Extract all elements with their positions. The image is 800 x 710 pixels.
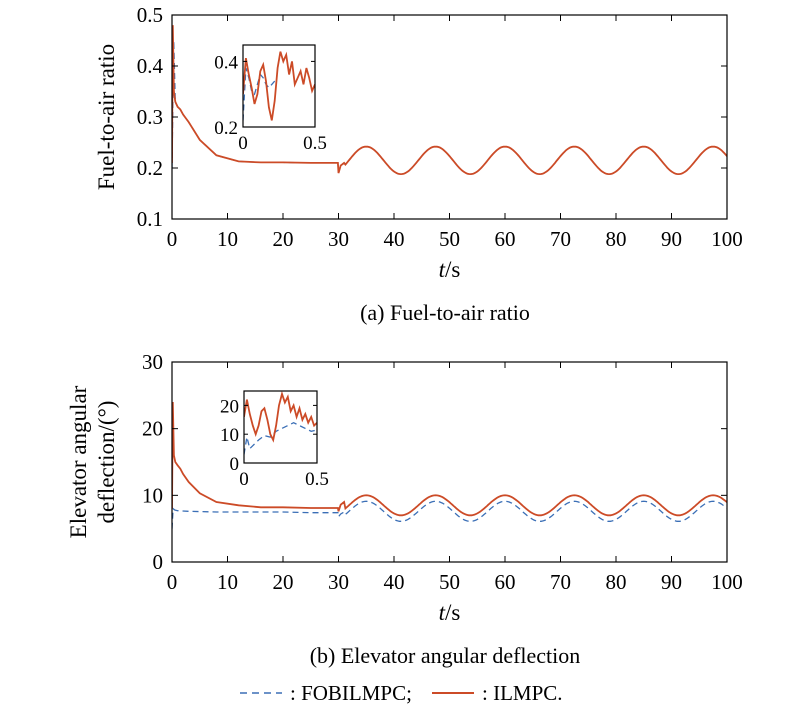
x-axis-label: t/s [439, 257, 461, 282]
x-tick-label: 50 [439, 570, 460, 594]
x-tick-label: 60 [495, 227, 516, 251]
panel-fuel-to-air-ratio: 0 10 20 30 40 50 60 70 80 90 100 0.1 0.2 0.3 0.4 0.5 t/s… [94, 3, 743, 282]
y-axis-label-line: Elevator angular [66, 385, 91, 538]
x-tick-label: 100 [711, 570, 743, 594]
x-tick-label: 90 [661, 570, 682, 594]
series-group [243, 51, 315, 121]
series-line-ilmpc [172, 401, 727, 517]
series-line-ilmpc [172, 25, 727, 176]
plot-frame [242, 44, 316, 128]
caption-a: (a) Fuel-to-air ratio [360, 300, 530, 325]
x-tick-label: 60 [495, 570, 516, 594]
y-tick-label: 0.1 [137, 207, 163, 231]
y-tick-label: 10 [142, 483, 163, 507]
x-tick-label: 10 [217, 570, 238, 594]
x-tick-label: 0 [238, 133, 248, 154]
caption-b: (b) Elevator angular deflection [310, 643, 581, 668]
x-axis-label-var: t [439, 257, 446, 282]
y-tick-label: 0.4 [214, 52, 238, 73]
x-tick-label: 50 [439, 227, 460, 251]
y-tick-label: 20 [142, 417, 163, 441]
x-axis-label-unit: /s [445, 257, 460, 282]
x-tick-label: 0.5 [303, 133, 327, 154]
y-axis-label-line: deflection/(°) [94, 401, 119, 524]
x-tick-label: 0.5 [305, 469, 329, 490]
panel-elevator-deflection: 0 10 20 30 40 50 60 70 80 90 1000102030t/sElevator… [66, 350, 743, 625]
y-tick-label: 10 [220, 425, 239, 446]
y-tick-label: 0.4 [137, 54, 164, 78]
y-tick-label: 0.5 [137, 3, 163, 27]
x-tick-label: 70 [550, 570, 571, 594]
series-line-fobilmpc [244, 421, 317, 455]
series-group [172, 401, 727, 529]
x-tick-label: 80 [606, 227, 627, 251]
inset-zoom: 0 0.5 0.2 0.4 [214, 44, 327, 154]
inset-zoom: 0 0.5 0 10 20 [220, 390, 329, 490]
y-axis-label: Fuel-to-air ratio [94, 44, 119, 190]
y-tick-label: 0.2 [137, 156, 163, 180]
legend: : FOBILMPC; : ILMPC. [240, 681, 563, 705]
x-tick-label: 30 [328, 570, 349, 594]
x-tick-label: 0 [167, 570, 178, 594]
series-line-ilmpc [244, 391, 317, 443]
x-tick-label: 100 [711, 227, 743, 251]
x-tick-label: 0 [167, 227, 178, 251]
series-line-fobilmpc [172, 500, 727, 529]
x-tick-label: 10 [217, 227, 238, 251]
x-tick-label: 0 [239, 469, 249, 490]
plot-frame [243, 390, 318, 464]
x-axis-label: t/s [439, 600, 461, 625]
x-tick-label: 20 [273, 227, 294, 251]
series-line-ilmpc [243, 51, 315, 121]
y-tick-label: 0 [230, 454, 240, 475]
y-tick-label: 0.2 [214, 118, 238, 139]
x-tick-label: 40 [384, 227, 405, 251]
y-tick-label: 20 [220, 396, 239, 417]
x-tick-label: 20 [273, 570, 294, 594]
legend-fobilmpc-label: : FOBILMPC; [290, 681, 412, 705]
y-tick-label: 0.3 [137, 105, 163, 129]
legend-ilmpc-label: : ILMPC. [482, 681, 563, 705]
x-tick-label: 80 [606, 570, 627, 594]
x-tick-label: 40 [384, 570, 405, 594]
series-group [244, 391, 317, 455]
y-tick-label: 30 [142, 350, 163, 374]
x-axis-label-unit: /s [445, 600, 460, 625]
y-tick-label: 0 [153, 550, 164, 574]
x-axis-label-var: t [439, 600, 446, 625]
series-group [172, 25, 727, 176]
x-tick-label: 30 [328, 227, 349, 251]
x-tick-label: 70 [550, 227, 571, 251]
x-tick-label: 90 [661, 227, 682, 251]
